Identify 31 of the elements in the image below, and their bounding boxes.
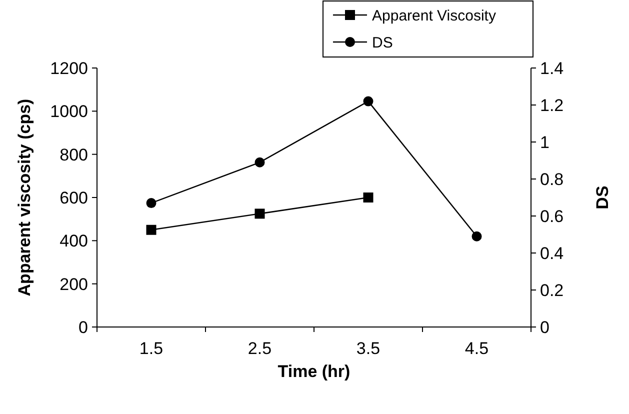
y-tick-label: 0 <box>78 318 88 337</box>
x-tick-label: 4.5 <box>464 339 489 358</box>
y-tick-label: 1000 <box>50 102 88 122</box>
y2-tick-label: 0.4 <box>540 244 564 263</box>
point <box>146 198 156 208</box>
y-tick-label: 600 <box>60 188 88 208</box>
y2-tick-label: 1.4 <box>540 58 564 78</box>
y2-tick-label: 0 <box>540 318 550 337</box>
x-tick-label: 1.5 <box>139 339 164 358</box>
y2-axis-title: DS <box>593 186 612 210</box>
y-tick-label: 400 <box>60 232 88 251</box>
y2-tick-label: 1.2 <box>540 96 564 115</box>
y2-tick-label: 0.2 <box>540 280 564 300</box>
point <box>146 224 156 235</box>
y-tick-label: 1200 <box>50 58 88 78</box>
point <box>254 157 265 168</box>
legend-label: DS <box>372 34 393 52</box>
point <box>254 208 265 219</box>
y-tick-label: 200 <box>60 274 88 294</box>
x-tick-label: 2.5 <box>248 339 272 358</box>
y2-tick-label: 0.8 <box>540 170 564 189</box>
point <box>363 192 374 202</box>
y-tick-label: 800 <box>60 145 88 164</box>
y2-tick-label: 0.6 <box>540 206 564 226</box>
y2-tick-label: 1 <box>540 132 550 152</box>
y-axis-title: Apparent viscosity (cps) <box>15 98 34 296</box>
point <box>472 231 482 242</box>
x-axis-title: Time (hr) <box>278 362 350 381</box>
legend-label: Apparent Viscosity <box>372 7 496 24</box>
x-tick-label: 3.5 <box>356 339 380 358</box>
point <box>363 96 374 106</box>
